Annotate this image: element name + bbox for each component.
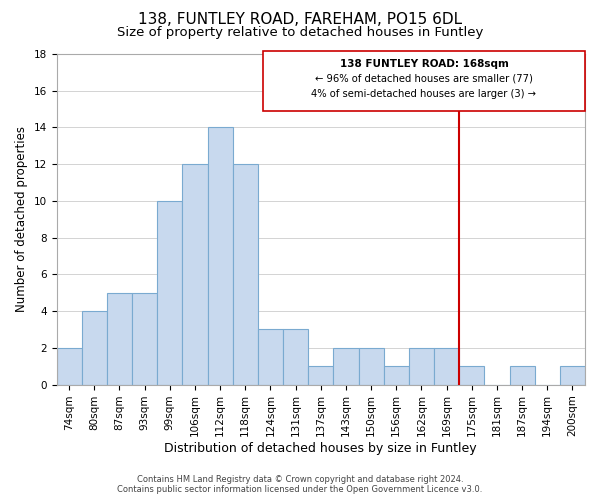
Bar [157, 201, 182, 384]
Bar [56, 348, 82, 385]
Bar [334, 348, 359, 385]
Bar [208, 128, 233, 384]
Bar [560, 366, 585, 384]
Bar [258, 330, 283, 384]
FancyBboxPatch shape [263, 51, 585, 111]
Bar [182, 164, 208, 384]
Bar [107, 293, 132, 384]
Bar [283, 330, 308, 384]
Text: Contains public sector information licensed under the Open Government Licence v3: Contains public sector information licen… [118, 485, 482, 494]
Text: ← 96% of detached houses are smaller (77): ← 96% of detached houses are smaller (77… [315, 74, 533, 84]
X-axis label: Distribution of detached houses by size in Funtley: Distribution of detached houses by size … [164, 442, 477, 455]
Bar [132, 293, 157, 384]
Bar [509, 366, 535, 384]
Bar [308, 366, 334, 384]
Bar [434, 348, 459, 385]
Text: Contains HM Land Registry data © Crown copyright and database right 2024.: Contains HM Land Registry data © Crown c… [137, 474, 463, 484]
Y-axis label: Number of detached properties: Number of detached properties [15, 126, 28, 312]
Bar [82, 311, 107, 384]
Text: 4% of semi-detached houses are larger (3) →: 4% of semi-detached houses are larger (3… [311, 89, 536, 99]
Bar [359, 348, 383, 385]
Bar [409, 348, 434, 385]
Text: 138 FUNTLEY ROAD: 168sqm: 138 FUNTLEY ROAD: 168sqm [340, 58, 508, 68]
Bar [383, 366, 409, 384]
Text: 138, FUNTLEY ROAD, FAREHAM, PO15 6DL: 138, FUNTLEY ROAD, FAREHAM, PO15 6DL [138, 12, 462, 28]
Text: Size of property relative to detached houses in Funtley: Size of property relative to detached ho… [117, 26, 483, 39]
Bar [233, 164, 258, 384]
Bar [459, 366, 484, 384]
